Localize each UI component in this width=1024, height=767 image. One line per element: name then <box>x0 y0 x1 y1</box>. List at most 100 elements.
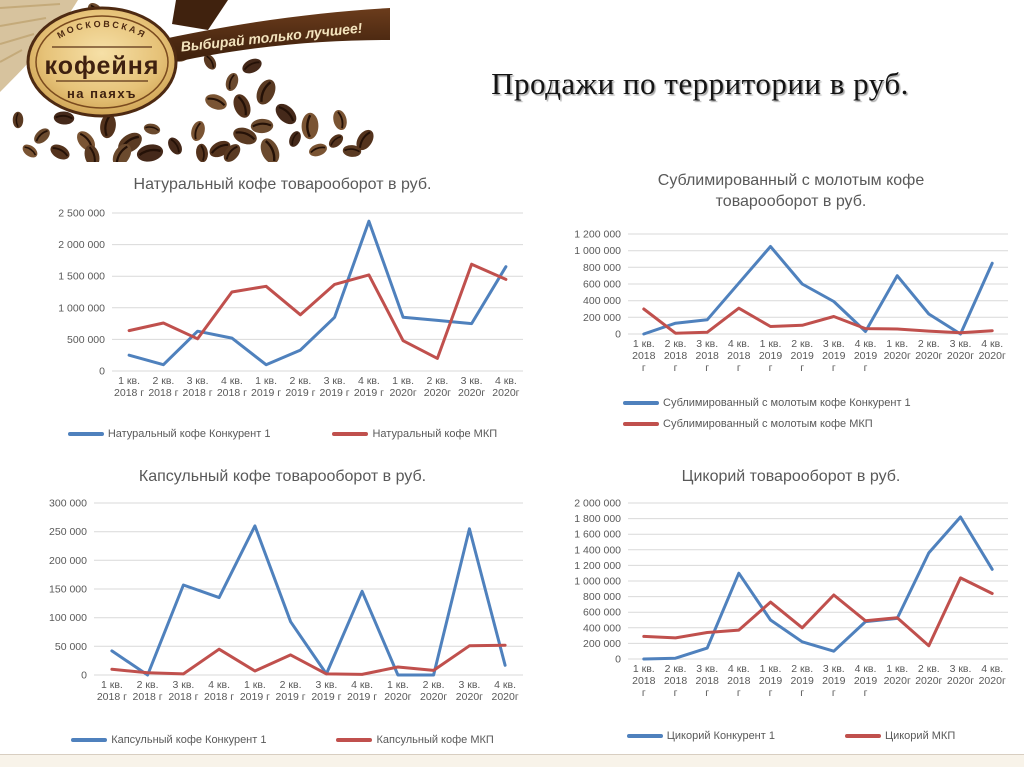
svg-text:1 кв.2018 г: 1 кв. 2018 г <box>97 679 127 703</box>
bottom-strip <box>0 755 1024 767</box>
svg-text:0: 0 <box>99 366 105 378</box>
line-plot: 0 50 000 100 000 150 000 200 000 250 000 300 0… <box>30 495 535 714</box>
line-plot: 0 200 000 400 000 600 000 800 000 1 000 000 1 … <box>558 495 1024 710</box>
svg-text:200 000: 200 000 <box>583 312 621 324</box>
legend-line-marker <box>623 401 659 405</box>
svg-text:200 000: 200 000 <box>49 555 87 567</box>
svg-text:3 кв.2019 г: 3 кв. 2019 г <box>311 679 341 703</box>
svg-text:800 000: 800 000 <box>583 591 621 603</box>
svg-text:2 000 000: 2 000 000 <box>574 498 621 510</box>
svg-text:3 кв.2020г: 3 кв. 2020г <box>458 375 485 399</box>
chart-title: Натуральный кофе товарооборот в руб. <box>133 176 432 193</box>
svg-text:3 кв.2020г: 3 кв. 2020г <box>947 338 974 362</box>
svg-text:800 000: 800 000 <box>583 262 621 274</box>
svg-text:1 кв.2019 г: 1 кв. 2019 г <box>240 679 270 703</box>
legend-label: Сублимированный с молотым кофе Конкурент… <box>663 397 911 409</box>
svg-text:2 кв.2019 г: 2 кв. 2019 г <box>276 679 306 703</box>
svg-text:1 000 000: 1 000 000 <box>58 302 105 314</box>
brand-logo: Выбирай только лучшее! МОСКОВСКАЯ кофейн… <box>0 0 392 167</box>
legend-label: Цикорий МКП <box>884 730 956 742</box>
svg-text:0: 0 <box>81 670 87 682</box>
svg-text:1 кв.2020г: 1 кв. 2020г <box>884 663 911 687</box>
svg-text:0: 0 <box>615 654 621 666</box>
svg-text:1 000 000: 1 000 000 <box>574 245 621 257</box>
legend-item-competitor: Цикорий Конкурент 1 <box>626 730 775 742</box>
svg-text:1 200 000: 1 200 000 <box>574 560 621 572</box>
legend-line-marker <box>626 734 663 738</box>
legend-item-competitor: Натуральный кофе Конкурент 1 <box>67 428 271 440</box>
legend-line-marker <box>623 422 659 426</box>
svg-text:400 000: 400 000 <box>583 622 621 634</box>
logo-ribbon: Выбирай только лучшее! <box>131 0 390 94</box>
line-plot: 0 500 000 1 000 000 1 500 000 2 000 000 2 500… <box>30 205 535 410</box>
svg-text:1 кв.2020г: 1 кв. 2020г <box>884 338 911 362</box>
svg-text:1 кв.2020г: 1 кв. 2020г <box>384 679 411 703</box>
legend-label: Сублимированный с молотым кофе МКП <box>663 418 873 430</box>
legend-line-marker <box>71 738 108 742</box>
legend-line-marker <box>844 734 881 738</box>
svg-text:4 кв.2018 г: 4 кв. 2018 г <box>217 375 247 399</box>
svg-text:4 кв.2020г: 4 кв. 2020г <box>492 375 519 399</box>
legend-line-marker <box>332 432 369 436</box>
svg-text:1 кв.2020г: 1 кв. 2020г <box>389 375 416 399</box>
chart-title: Сублимированный с молотым кофе товарообо… <box>657 172 925 210</box>
logo-brand-sub-text: на паяхъ <box>67 86 137 101</box>
svg-text:2 кв.2020г: 2 кв. 2020г <box>420 679 447 703</box>
svg-text:50 000: 50 000 <box>55 641 87 653</box>
svg-text:150 000: 150 000 <box>49 584 87 596</box>
line-plot: 0 200 000 400 000 600 000 800 000 1 000 000 1 … <box>558 226 1024 385</box>
legend-item-mkp: Сублимированный с молотым кофе МКП <box>623 418 873 430</box>
legend-item-competitor: Сублимированный с молотым кофе Конкурент… <box>623 397 911 409</box>
legend-item-competitor: Капсульный кофе Конкурент 1 <box>71 734 266 746</box>
chart-capsule-coffee: Капсульный кофе товарооборот в руб. 0 50 … <box>30 462 535 746</box>
legend-item-mkp: Цикорий МКП <box>844 730 956 742</box>
legend-label: Натуральный кофе Конкурент 1 <box>107 428 271 440</box>
svg-text:600 000: 600 000 <box>583 279 621 291</box>
svg-text:3 кв.2020г: 3 кв. 2020г <box>947 663 974 687</box>
svg-text:2 кв.2020г: 2 кв. 2020г <box>915 338 942 362</box>
svg-text:1 400 000: 1 400 000 <box>574 544 621 556</box>
legend-label: Капсульный кофе Конкурент 1 <box>111 734 267 746</box>
chart-natural-coffee: Натуральный кофе товарооборот в руб. 0 50… <box>30 168 535 440</box>
svg-text:4 кв.2020г: 4 кв. 2020г <box>979 663 1006 687</box>
svg-text:4 кв.2019 г: 4 кв. 2019 г <box>354 375 384 399</box>
page-title: Продажи по территории в руб. <box>491 66 909 101</box>
svg-text:300 000: 300 000 <box>49 498 87 510</box>
legend-label: Натуральный кофе МКП <box>372 428 498 440</box>
svg-text:2 кв.2018 г: 2 кв. 2018 г <box>148 375 178 399</box>
svg-text:200 000: 200 000 <box>583 638 621 650</box>
legend-label: Капсульный кофе МКП <box>376 734 494 746</box>
svg-text:3 кв.2018 г: 3 кв. 2018 г <box>183 375 213 399</box>
chart-chicory: Цикорий товарооборот в руб. 0 200 000 400 … <box>558 462 1024 742</box>
legend-item-mkp: Капсульный кофе МКП <box>336 734 494 746</box>
chart-legend: Цикорий Конкурент 1 Цикорий МКП <box>558 730 1024 742</box>
svg-text:2 кв.2019 г: 2 кв. 2019 г <box>285 375 315 399</box>
legend-line-marker <box>67 432 104 436</box>
svg-text:2 кв.2020г: 2 кв. 2020г <box>915 663 942 687</box>
svg-text:250 000: 250 000 <box>49 526 87 538</box>
svg-text:500 000: 500 000 <box>67 334 105 346</box>
svg-text:100 000: 100 000 <box>49 612 87 624</box>
svg-text:3 кв.2019 г: 3 кв. 2019 г <box>320 375 350 399</box>
svg-text:2 000 000: 2 000 000 <box>58 239 105 251</box>
svg-text:4 кв.2020г: 4 кв. 2020г <box>979 338 1006 362</box>
svg-text:1 500 000: 1 500 000 <box>58 271 105 283</box>
legend-line-marker <box>336 738 373 742</box>
chart-legend: Сублимированный с молотым кофе Конкурент… <box>558 397 1024 430</box>
legend-item-mkp: Натуральный кофе МКП <box>332 428 497 440</box>
svg-text:1 кв.2019 г: 1 кв. 2019 г <box>251 375 281 399</box>
chart-freeze-dried-coffee: Сублимированный с молотым кофе товарообо… <box>558 162 1024 430</box>
svg-text:4 кв.2020г: 4 кв. 2020г <box>491 679 518 703</box>
svg-text:2 кв.2018 г: 2 кв. 2018 г <box>133 679 163 703</box>
svg-text:2 кв.2020г: 2 кв. 2020г <box>424 375 451 399</box>
